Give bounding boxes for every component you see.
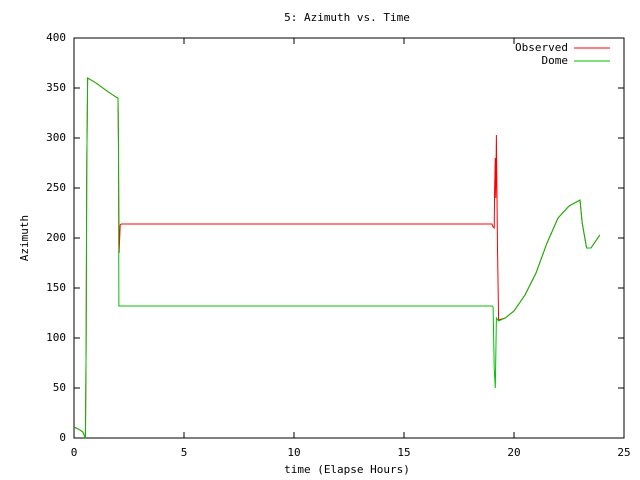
y-tick-label: 300 <box>46 131 66 144</box>
x-tick-label: 25 <box>617 446 630 459</box>
y-tick-label: 0 <box>59 431 66 444</box>
series-line <box>73 77 601 439</box>
legend-label: Dome <box>542 54 569 67</box>
x-axis-label: time (Elapse Hours) <box>284 463 410 476</box>
y-tick-label: 200 <box>46 231 66 244</box>
y-tick-label: 100 <box>46 331 66 344</box>
x-tick-label: 20 <box>507 446 520 459</box>
y-tick-label: 350 <box>46 81 66 94</box>
y-tick-label: 250 <box>46 181 66 194</box>
y-tick-label: 50 <box>53 381 66 394</box>
legend-label: Observed <box>515 41 568 54</box>
x-tick-label: 15 <box>397 446 410 459</box>
y-tick-label: 400 <box>46 31 66 44</box>
y-tick-label: 150 <box>46 281 66 294</box>
series-line <box>73 77 601 439</box>
plot-frame <box>73 37 625 439</box>
x-tick-label: 10 <box>287 446 300 459</box>
x-tick-label: 5 <box>181 446 188 459</box>
y-axis-label: Azimuth <box>18 215 31 261</box>
chart-title: 5: Azimuth vs. Time <box>284 11 410 24</box>
x-tick-label: 0 <box>71 446 78 459</box>
